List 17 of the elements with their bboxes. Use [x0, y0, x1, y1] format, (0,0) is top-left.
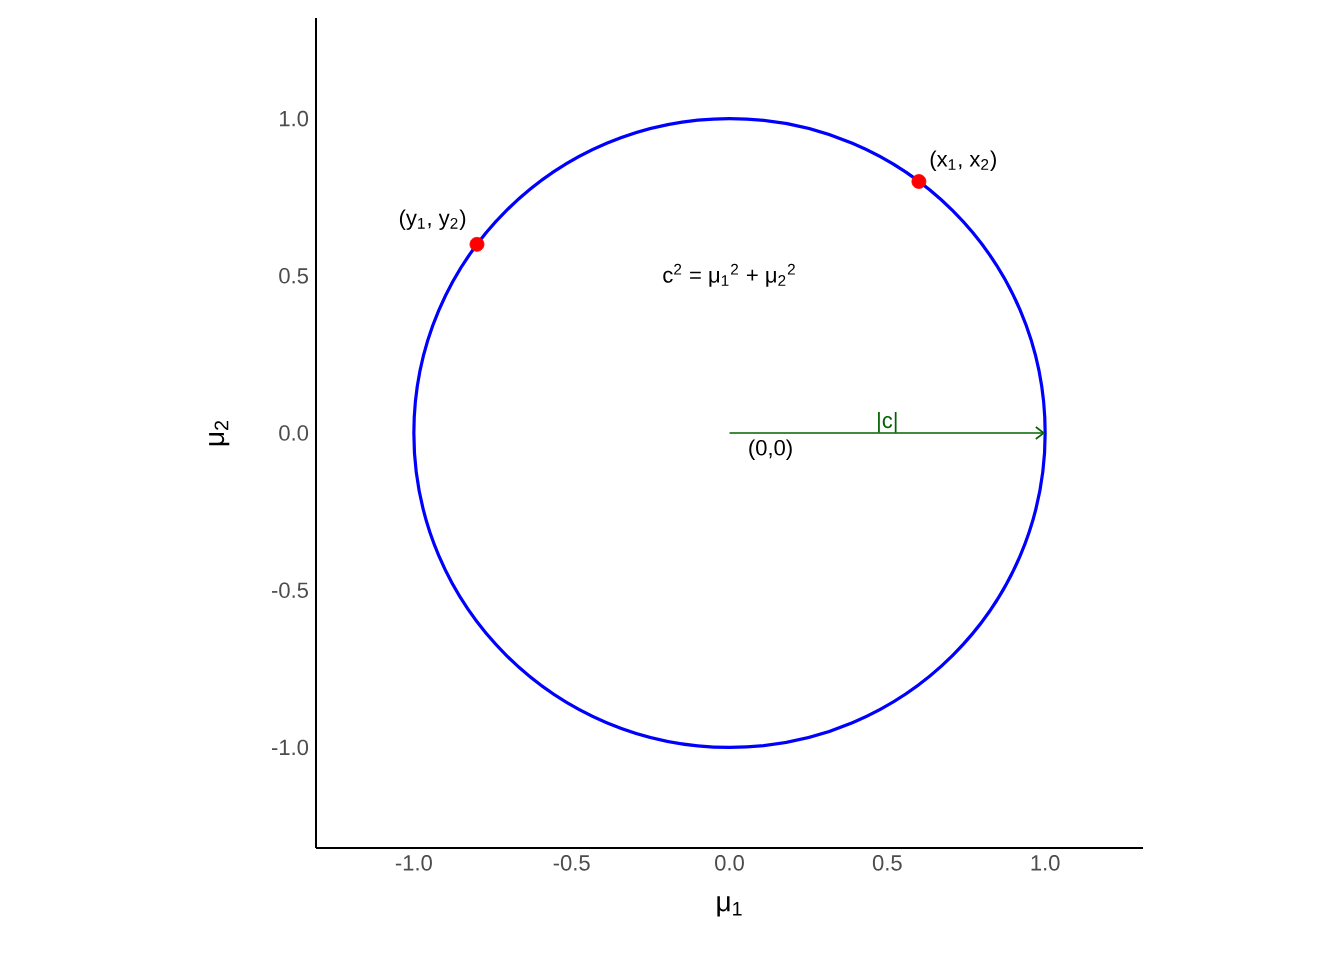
x-tick-label: 0.0: [715, 855, 744, 871]
y-tick-label: 1.0: [280, 110, 309, 127]
annotation: (0,0): [749, 439, 792, 460]
x-axis-title: μ$_{1}$: [717, 896, 742, 917]
x-tick-label: -0.5: [553, 855, 590, 871]
x-tick-label: -1.0: [395, 855, 432, 871]
annotation: (x$_{1}$, x$_{2}$): [930, 150, 996, 172]
y-tick-label: 0.5: [279, 268, 308, 284]
y-tick-label: -1.0: [272, 739, 309, 756]
annotation: (y$_{1}$, y$_{2}$): [399, 209, 466, 230]
y-tick-label: -0.5: [272, 582, 308, 598]
annotation: c$^{2}$ = μ$_{1}$$^{2}$ + μ$_{2}$2: [663, 263, 795, 287]
y-axis-title: μ$_{2}$: [209, 420, 230, 446]
y-tick-label: 0.0: [279, 425, 309, 441]
annotation: |c|: [878, 412, 897, 433]
x-tick-label: 1.0: [1031, 855, 1060, 871]
x-tick-label: 0.5: [872, 855, 902, 871]
